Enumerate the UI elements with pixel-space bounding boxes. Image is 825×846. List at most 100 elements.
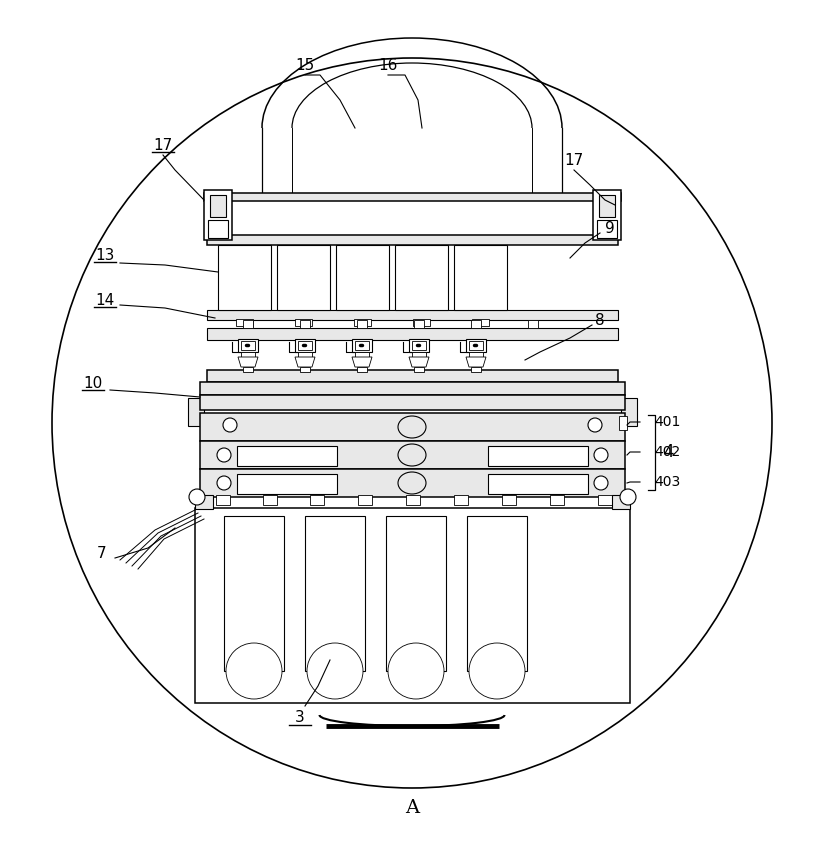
Bar xyxy=(471,367,481,372)
Bar xyxy=(224,516,284,671)
Bar xyxy=(352,339,372,352)
Circle shape xyxy=(189,489,205,505)
Bar xyxy=(216,495,230,505)
Bar xyxy=(528,320,538,328)
Bar xyxy=(619,416,627,430)
Bar xyxy=(210,195,226,217)
Bar xyxy=(488,474,588,494)
Bar xyxy=(298,352,312,357)
Text: 15: 15 xyxy=(295,58,314,73)
Text: 9: 9 xyxy=(605,221,615,235)
Bar xyxy=(263,495,277,505)
Bar xyxy=(200,395,625,410)
Text: 4: 4 xyxy=(662,443,673,461)
Bar xyxy=(466,339,486,352)
Text: 10: 10 xyxy=(83,376,102,391)
Polygon shape xyxy=(409,357,429,367)
Bar xyxy=(241,352,255,357)
Bar xyxy=(336,245,389,310)
Bar xyxy=(237,474,337,494)
Bar xyxy=(238,339,258,352)
Bar xyxy=(358,495,372,505)
Bar xyxy=(300,320,310,328)
Text: 17: 17 xyxy=(153,138,172,152)
Bar xyxy=(621,398,637,426)
Bar xyxy=(550,495,564,505)
Bar xyxy=(295,339,315,352)
Circle shape xyxy=(620,489,636,505)
Circle shape xyxy=(594,448,608,462)
Text: 14: 14 xyxy=(96,293,115,307)
Bar xyxy=(395,245,448,310)
Bar xyxy=(305,516,365,671)
Bar xyxy=(243,367,253,372)
Bar xyxy=(412,341,426,350)
Bar xyxy=(414,367,424,372)
Bar xyxy=(204,190,232,240)
Circle shape xyxy=(223,418,237,432)
Bar xyxy=(207,328,618,340)
Bar xyxy=(207,235,618,245)
Bar xyxy=(237,446,337,466)
Bar xyxy=(412,352,426,357)
Bar xyxy=(355,352,369,357)
Polygon shape xyxy=(295,357,315,367)
Bar xyxy=(414,320,424,328)
Bar xyxy=(310,495,324,505)
Bar xyxy=(236,319,253,326)
Circle shape xyxy=(217,476,231,490)
Bar xyxy=(298,341,312,350)
Bar xyxy=(200,382,625,395)
Bar xyxy=(207,310,618,320)
Text: 401: 401 xyxy=(654,415,681,429)
Bar xyxy=(488,446,588,466)
Bar xyxy=(471,320,481,328)
Text: 7: 7 xyxy=(97,547,106,562)
Circle shape xyxy=(469,643,525,699)
Text: 13: 13 xyxy=(96,248,115,262)
Bar xyxy=(218,245,271,310)
Bar xyxy=(207,370,618,382)
Bar xyxy=(357,320,367,328)
Bar xyxy=(188,398,204,426)
Bar xyxy=(467,516,527,671)
Bar xyxy=(406,495,420,505)
Text: 17: 17 xyxy=(564,152,583,168)
Bar xyxy=(300,367,310,372)
Bar xyxy=(598,495,612,505)
Text: A: A xyxy=(405,799,419,817)
Bar xyxy=(243,320,253,328)
Polygon shape xyxy=(466,357,486,367)
Bar xyxy=(599,195,615,217)
Circle shape xyxy=(594,476,608,490)
Bar xyxy=(355,341,369,350)
Bar xyxy=(469,341,483,350)
Bar xyxy=(593,190,621,240)
Text: 403: 403 xyxy=(654,475,681,489)
Bar xyxy=(200,441,625,469)
Bar xyxy=(409,339,429,352)
Bar xyxy=(354,319,371,326)
Bar xyxy=(200,413,625,441)
Bar xyxy=(208,220,228,238)
Text: 3: 3 xyxy=(295,711,305,726)
Bar xyxy=(612,495,630,509)
Bar xyxy=(357,367,367,372)
Bar xyxy=(502,495,516,505)
Circle shape xyxy=(226,643,282,699)
Bar xyxy=(413,319,430,326)
Bar xyxy=(597,220,617,238)
Bar xyxy=(195,495,213,509)
Circle shape xyxy=(388,643,444,699)
Bar xyxy=(454,245,507,310)
Text: 8: 8 xyxy=(595,312,605,327)
Circle shape xyxy=(217,448,231,462)
Bar xyxy=(386,516,446,671)
Circle shape xyxy=(307,643,363,699)
Bar xyxy=(277,245,330,310)
Polygon shape xyxy=(352,357,372,367)
Bar xyxy=(204,193,621,201)
Text: 402: 402 xyxy=(654,445,681,459)
Bar xyxy=(472,319,489,326)
Bar xyxy=(295,319,312,326)
